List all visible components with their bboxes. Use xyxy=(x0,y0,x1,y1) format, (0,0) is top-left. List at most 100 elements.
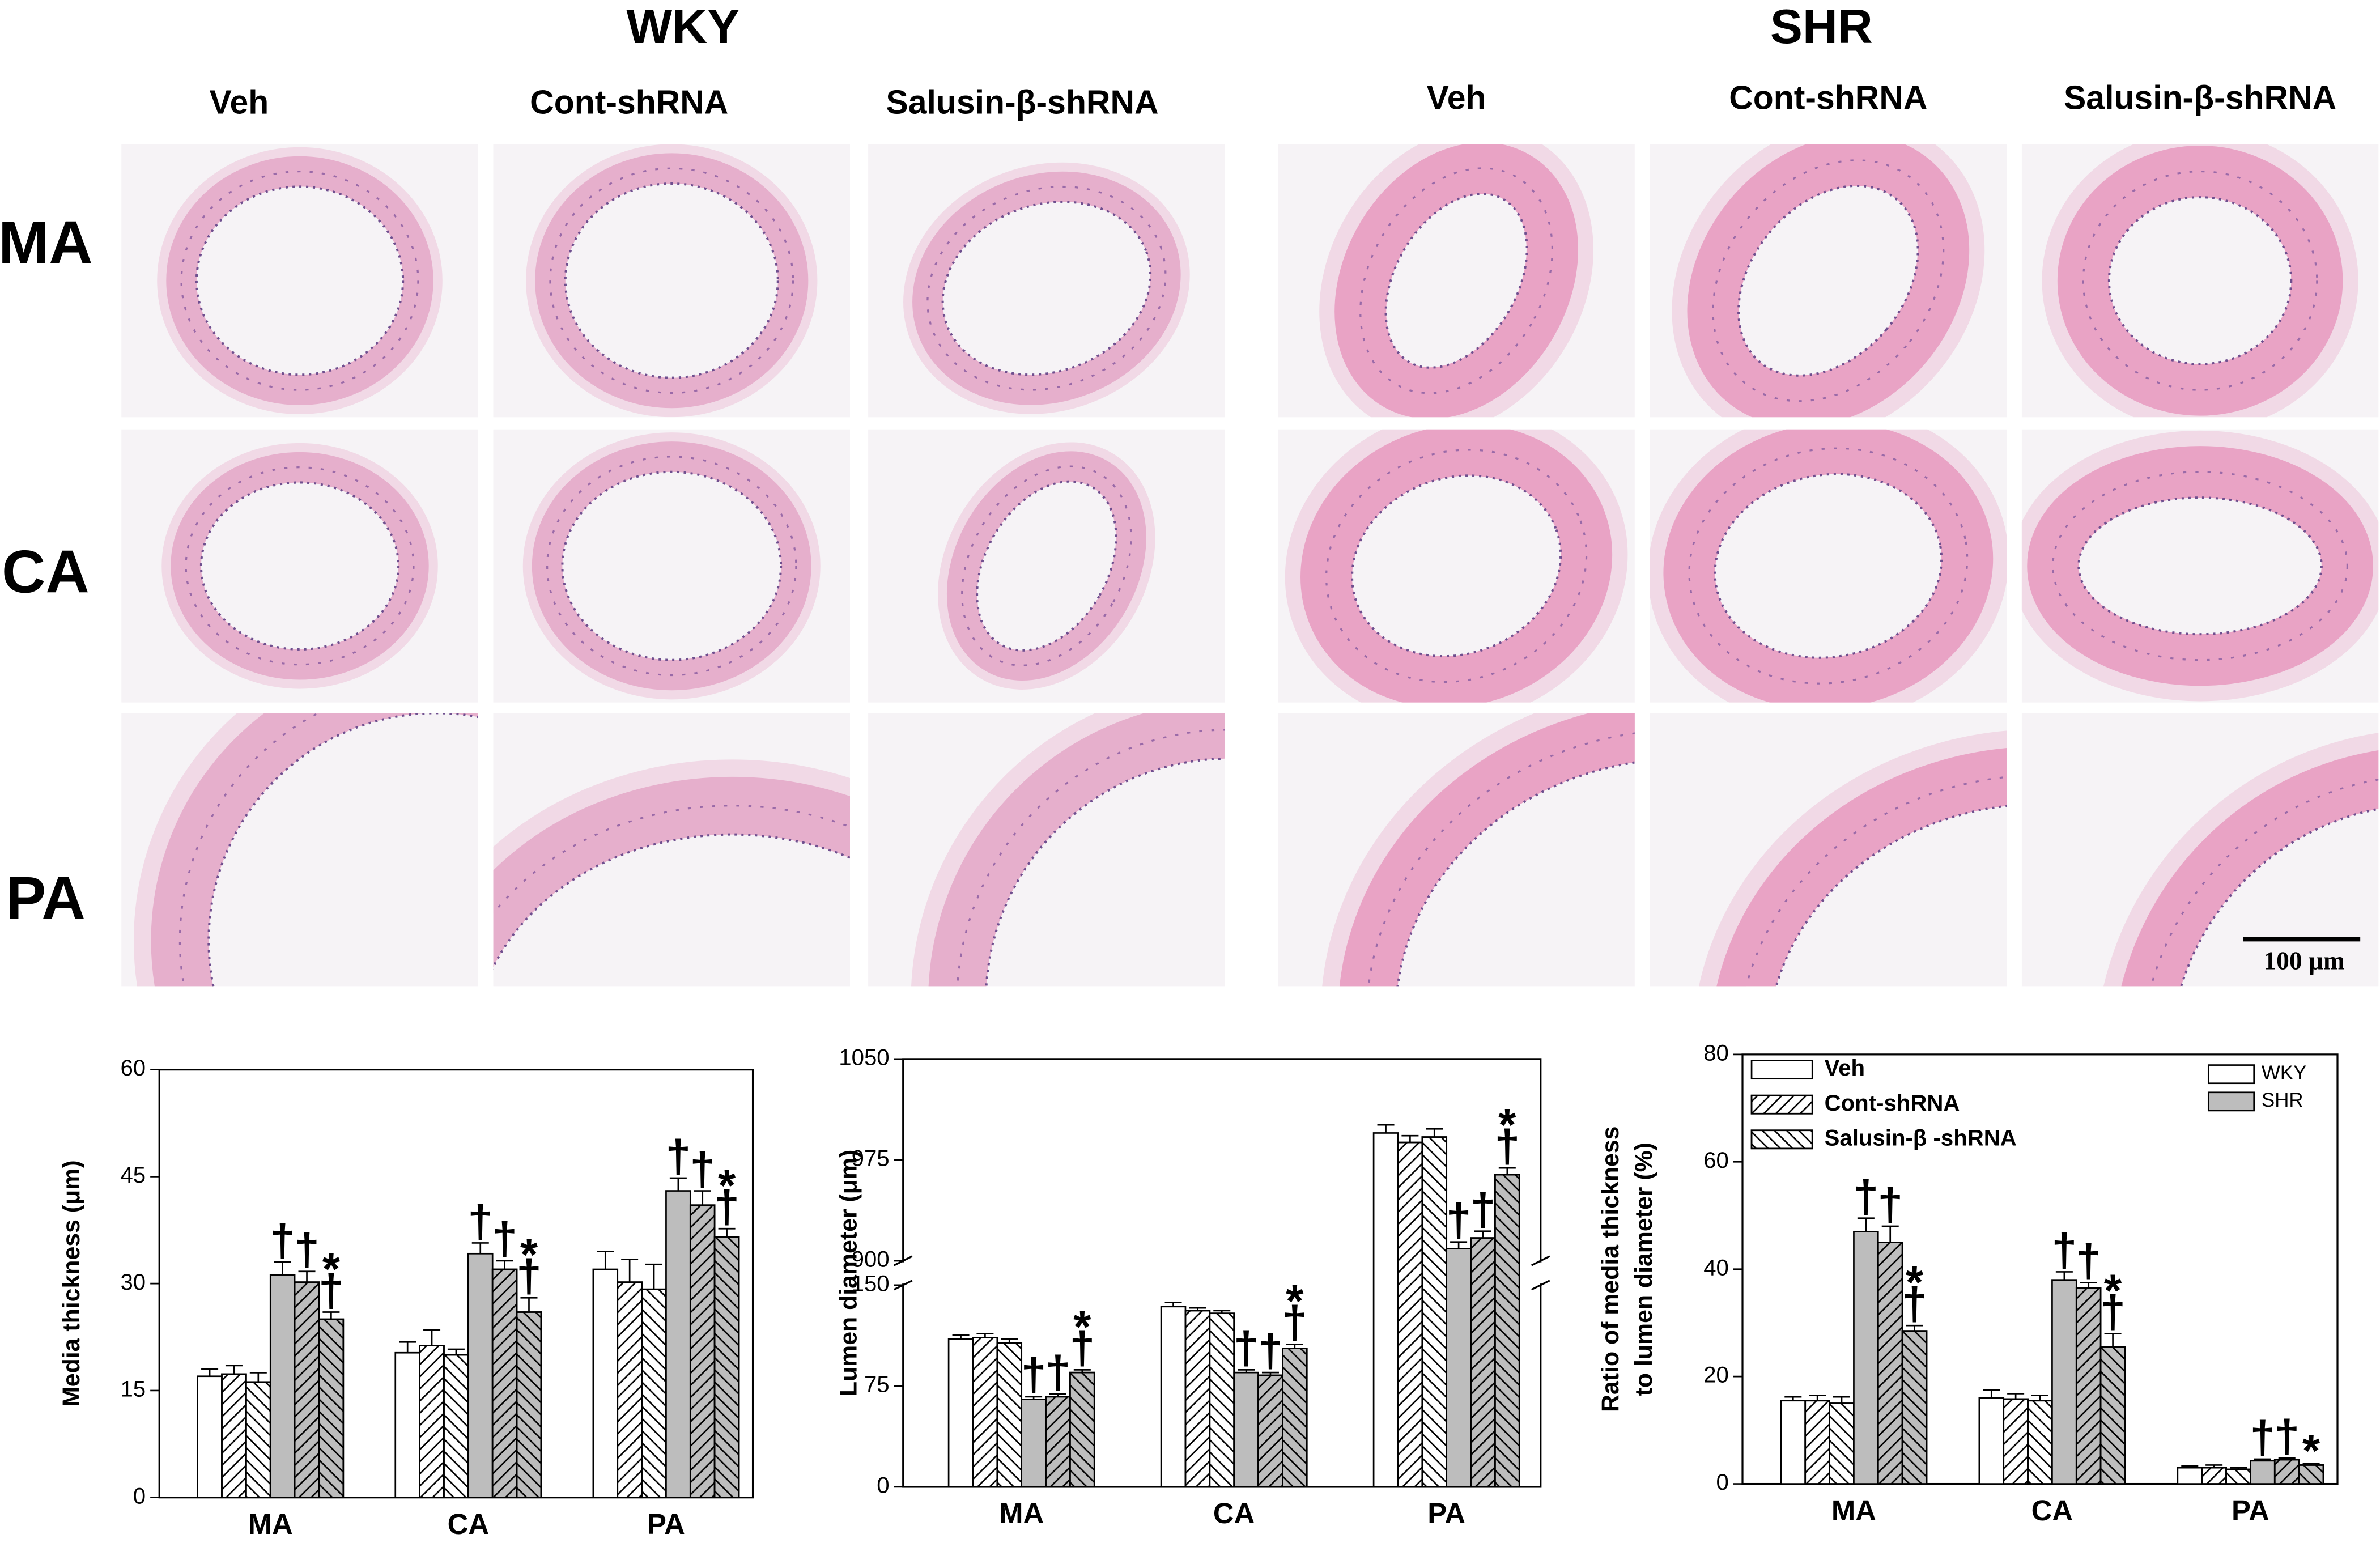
bar xyxy=(1978,1397,2005,1485)
bar-hatch xyxy=(641,1288,667,1499)
intima xyxy=(1384,192,1528,369)
bar-hatch xyxy=(1494,1174,1520,1488)
bar xyxy=(1233,1371,1259,1488)
bar-hatch xyxy=(419,1345,445,1499)
bar xyxy=(269,1274,296,1499)
bar-hatch xyxy=(318,1318,345,1499)
legend-swatch-hatch xyxy=(1750,1129,1813,1150)
bar xyxy=(1372,1132,1399,1488)
y-tick-label: 30 xyxy=(120,1269,146,1295)
media xyxy=(493,776,850,967)
media-texture xyxy=(1325,449,1588,683)
y-tick-label: 975 xyxy=(852,1146,890,1171)
significance-mark: † xyxy=(294,1225,320,1276)
bar xyxy=(592,1268,619,1499)
significance-mark: *† xyxy=(1069,1302,1095,1374)
micrograph-tissue xyxy=(522,432,821,700)
y-tick-label: 80 xyxy=(1703,1040,1729,1065)
bar-hatch xyxy=(1804,1400,1830,1485)
intima xyxy=(1714,473,1943,659)
bar-hatch xyxy=(245,1381,271,1499)
significance-mark: * xyxy=(2302,1426,2320,1477)
y-axis-label: Lumen diameter (μm) xyxy=(835,1150,862,1396)
bar xyxy=(468,1252,494,1499)
x-tick-label: PA xyxy=(1427,1497,1465,1529)
bar-hatch xyxy=(516,1311,542,1499)
significance-mark: † xyxy=(666,1131,691,1182)
bar-hatch xyxy=(1257,1374,1284,1488)
y-axis-label: Ratio of media thickness xyxy=(1597,1126,1624,1412)
micrograph-tissue xyxy=(2042,144,2358,418)
bar-hatch xyxy=(1209,1312,1235,1488)
significance-mark: † xyxy=(1446,1195,1472,1246)
media-texture xyxy=(546,456,797,677)
group-title: SHR xyxy=(1770,0,1873,54)
y-tick-label: 900 xyxy=(852,1247,890,1272)
significance-mark: *† xyxy=(1902,1257,1927,1329)
bar-hatch xyxy=(1470,1237,1496,1488)
row-label: PA xyxy=(6,864,86,932)
column-label: Cont-shRNA xyxy=(1729,79,1927,116)
x-tick-label: MA xyxy=(248,1508,293,1540)
micrograph-tissue xyxy=(134,713,478,987)
significance-mark: † xyxy=(690,1144,715,1195)
micrograph-tissue xyxy=(493,759,850,970)
intima xyxy=(2107,196,2293,365)
micrograph-tissue xyxy=(1672,144,1985,418)
y-tick-label: 0 xyxy=(1716,1469,1729,1495)
bar xyxy=(197,1375,223,1499)
legend-label: SHR xyxy=(2262,1089,2303,1111)
significance-mark: *† xyxy=(318,1244,344,1316)
intima xyxy=(561,470,783,661)
y-tick-label: 20 xyxy=(1703,1362,1729,1388)
micrograph-tissue xyxy=(2021,430,2379,702)
intima xyxy=(1351,474,1562,658)
legend-label: WKY xyxy=(2262,1062,2306,1084)
significance-mark: *† xyxy=(2100,1265,2126,1337)
bar xyxy=(947,1338,974,1488)
row-label: MA xyxy=(0,209,93,277)
media-texture xyxy=(549,167,794,394)
bar-hatch xyxy=(713,1236,740,1499)
micrograph-tissue xyxy=(526,144,818,418)
media-texture xyxy=(2082,170,2318,391)
micrograph-tissue xyxy=(903,162,1190,414)
significance-mark: † xyxy=(270,1215,295,1266)
significance-mark: † xyxy=(492,1214,517,1265)
bar-hatch xyxy=(1421,1136,1448,1488)
significance-mark: *† xyxy=(1282,1276,1307,1348)
y-tick-label: 0 xyxy=(133,1483,146,1508)
y-tick-label: 60 xyxy=(1703,1147,1729,1173)
legend-label: Cont-shRNA xyxy=(1825,1090,1960,1116)
media-texture xyxy=(926,185,1167,391)
micrograph-tissue xyxy=(1285,429,1628,703)
bar-hatch xyxy=(1829,1402,1855,1485)
x-tick-label: MA xyxy=(1831,1494,1876,1527)
y-tick-label: 75 xyxy=(864,1371,890,1397)
y-tick-label: 60 xyxy=(120,1055,146,1081)
bar-hatch xyxy=(443,1354,469,1499)
x-tick-label: MA xyxy=(999,1497,1044,1529)
intima xyxy=(941,201,1152,376)
significance-mark: † xyxy=(1046,1347,1071,1398)
media-texture xyxy=(185,466,415,666)
bar xyxy=(2250,1460,2276,1485)
media-texture xyxy=(1712,159,1945,402)
significance-mark: *† xyxy=(516,1230,542,1302)
significance-mark: † xyxy=(1470,1184,1496,1235)
intima xyxy=(199,481,400,651)
bar-hatch xyxy=(1397,1141,1423,1488)
micrograph-tissue xyxy=(938,442,1155,690)
micrograph-tissue xyxy=(157,147,443,414)
axis-break-mark xyxy=(1531,1280,1550,1291)
bar-hatch xyxy=(1045,1396,1071,1488)
column-label: Veh xyxy=(1427,79,1486,116)
legend-label: Salusin-β -shRNA xyxy=(1825,1125,2017,1150)
bar-hatch xyxy=(1282,1348,1308,1488)
bar xyxy=(2177,1467,2203,1485)
bar-hatch xyxy=(2201,1467,2227,1485)
y-tick-label: 1050 xyxy=(839,1044,889,1070)
media-texture xyxy=(180,170,419,391)
bar-hatch xyxy=(2003,1398,2029,1485)
significance-mark: † xyxy=(1877,1179,1903,1230)
